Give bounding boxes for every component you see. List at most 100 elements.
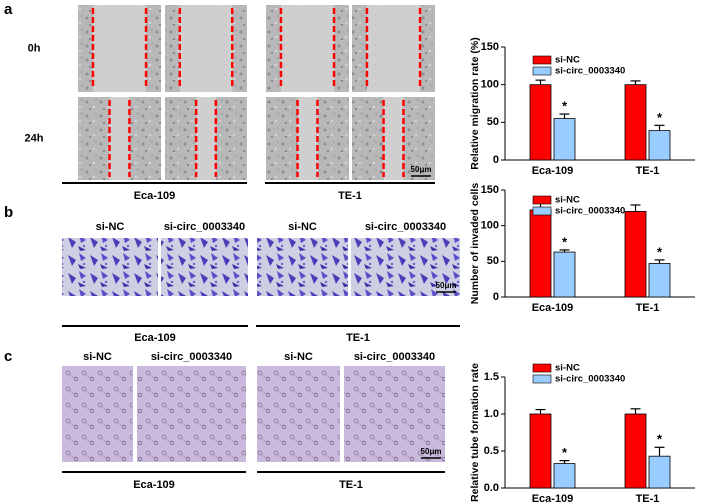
group-label: Eca-109 bbox=[133, 479, 175, 491]
bar bbox=[529, 84, 552, 161]
y-tick-label: 150 bbox=[481, 41, 499, 53]
legend-label: si-circ_0003340 bbox=[555, 206, 625, 217]
content: asi-NCsi-circ_0003340si-NCsi-circ_000334… bbox=[4, 1, 695, 504]
column-label: si-circ_0003340 bbox=[354, 351, 435, 363]
scale-bar-label: 50μm bbox=[421, 447, 442, 456]
legend-label: si-NC bbox=[555, 363, 580, 374]
bar bbox=[553, 463, 576, 489]
group-label: TE-1 bbox=[346, 332, 370, 344]
legend-swatch bbox=[532, 206, 552, 216]
panel-label: a bbox=[4, 1, 13, 18]
group-label: Eca-109 bbox=[134, 332, 176, 344]
bar bbox=[648, 130, 671, 161]
significance-mark: * bbox=[657, 110, 663, 125]
micrograph bbox=[62, 238, 158, 296]
error-bar bbox=[654, 259, 665, 264]
legend-label: si-circ_0003340 bbox=[555, 374, 625, 385]
x-tick-label: TE-1 bbox=[636, 302, 660, 314]
x-tick-label: Eca-109 bbox=[532, 302, 574, 314]
micrograph bbox=[351, 238, 460, 296]
micrograph bbox=[137, 366, 246, 462]
error-bar bbox=[630, 204, 641, 212]
y-tick-label: 0.5 bbox=[484, 445, 499, 457]
micrograph bbox=[344, 366, 445, 462]
y-axis-label: Number of invaded cells bbox=[469, 183, 481, 305]
error-bar bbox=[654, 446, 665, 457]
y-tick-label: 1.0 bbox=[484, 408, 499, 420]
significance-mark: * bbox=[562, 234, 568, 249]
y-tick-label: 0 bbox=[493, 154, 499, 166]
legend-swatch bbox=[532, 374, 552, 384]
group-label: TE-1 bbox=[338, 190, 362, 202]
column-label: si-NC bbox=[83, 351, 112, 363]
scratch-gap bbox=[280, 5, 335, 92]
y-axis-label: Relative tube formation rate bbox=[469, 363, 481, 502]
y-tick-label: 100 bbox=[481, 220, 499, 232]
x-tick-label: TE-1 bbox=[636, 165, 660, 177]
bar bbox=[553, 251, 576, 298]
bar bbox=[529, 413, 552, 489]
scratch-gap bbox=[196, 97, 216, 180]
group-label: Eca-109 bbox=[134, 190, 176, 202]
error-bar bbox=[630, 408, 641, 414]
bar bbox=[648, 263, 671, 298]
significance-mark: * bbox=[657, 432, 663, 447]
panel-label: b bbox=[4, 204, 13, 221]
scratch-gap bbox=[297, 97, 318, 180]
micrograph bbox=[62, 366, 133, 462]
y-tick-label: 0.0 bbox=[484, 482, 499, 494]
y-tick-label: 50 bbox=[487, 255, 499, 267]
column-label: si-circ_0003340 bbox=[151, 351, 232, 363]
micrograph bbox=[257, 238, 348, 296]
column-label: si-circ_0003340 bbox=[365, 221, 446, 233]
error-bar bbox=[630, 80, 641, 85]
bar bbox=[624, 84, 647, 161]
scale-bar-label: 50μm bbox=[436, 281, 457, 290]
legend-label: si-NC bbox=[555, 55, 580, 66]
significance-mark: * bbox=[562, 98, 568, 113]
legend-swatch bbox=[532, 363, 552, 373]
scratch-gap bbox=[109, 97, 130, 180]
x-tick-label: TE-1 bbox=[636, 493, 660, 504]
y-tick-label: 0 bbox=[493, 291, 499, 303]
group-label: TE-1 bbox=[339, 479, 363, 491]
bar bbox=[648, 455, 671, 489]
bar bbox=[529, 209, 552, 298]
scratch-gap bbox=[92, 5, 147, 92]
scratch-gap bbox=[179, 5, 233, 92]
bar bbox=[624, 210, 647, 298]
column-label: si-NC bbox=[96, 221, 125, 233]
error-bar bbox=[559, 113, 570, 119]
x-tick-label: Eca-109 bbox=[532, 165, 574, 177]
legend-swatch bbox=[532, 66, 552, 76]
error-bar bbox=[559, 460, 570, 464]
y-tick-label: 1.5 bbox=[484, 371, 499, 383]
error-bar bbox=[559, 249, 570, 253]
x-tick-label: Eca-109 bbox=[532, 493, 574, 504]
column-label: si-circ_0003340 bbox=[164, 221, 245, 233]
y-tick-label: 100 bbox=[481, 79, 499, 91]
row-label: 24h bbox=[25, 132, 44, 144]
significance-mark: * bbox=[657, 244, 663, 259]
micrograph bbox=[161, 238, 248, 296]
column-label: si-NC bbox=[284, 351, 313, 363]
legend-swatch bbox=[532, 55, 552, 65]
legend-label: si-NC bbox=[555, 195, 580, 206]
y-axis-label: Relative migration rate (%) bbox=[469, 37, 481, 169]
error-bar bbox=[535, 408, 546, 414]
significance-mark: * bbox=[562, 445, 568, 460]
scale-bar-label: 50μm bbox=[411, 165, 432, 174]
error-bar bbox=[654, 124, 665, 131]
y-tick-label: 150 bbox=[481, 184, 499, 196]
legend-swatch bbox=[532, 195, 552, 205]
error-bar bbox=[535, 79, 546, 85]
column-label: si-NC bbox=[288, 221, 317, 233]
row-label: 0h bbox=[28, 42, 41, 54]
legend-label: si-circ_0003340 bbox=[555, 66, 625, 77]
panel-label: c bbox=[4, 348, 12, 365]
bar bbox=[624, 413, 647, 489]
scratch-gap bbox=[383, 97, 404, 180]
y-tick-label: 50 bbox=[487, 116, 499, 128]
micrograph bbox=[257, 366, 340, 462]
